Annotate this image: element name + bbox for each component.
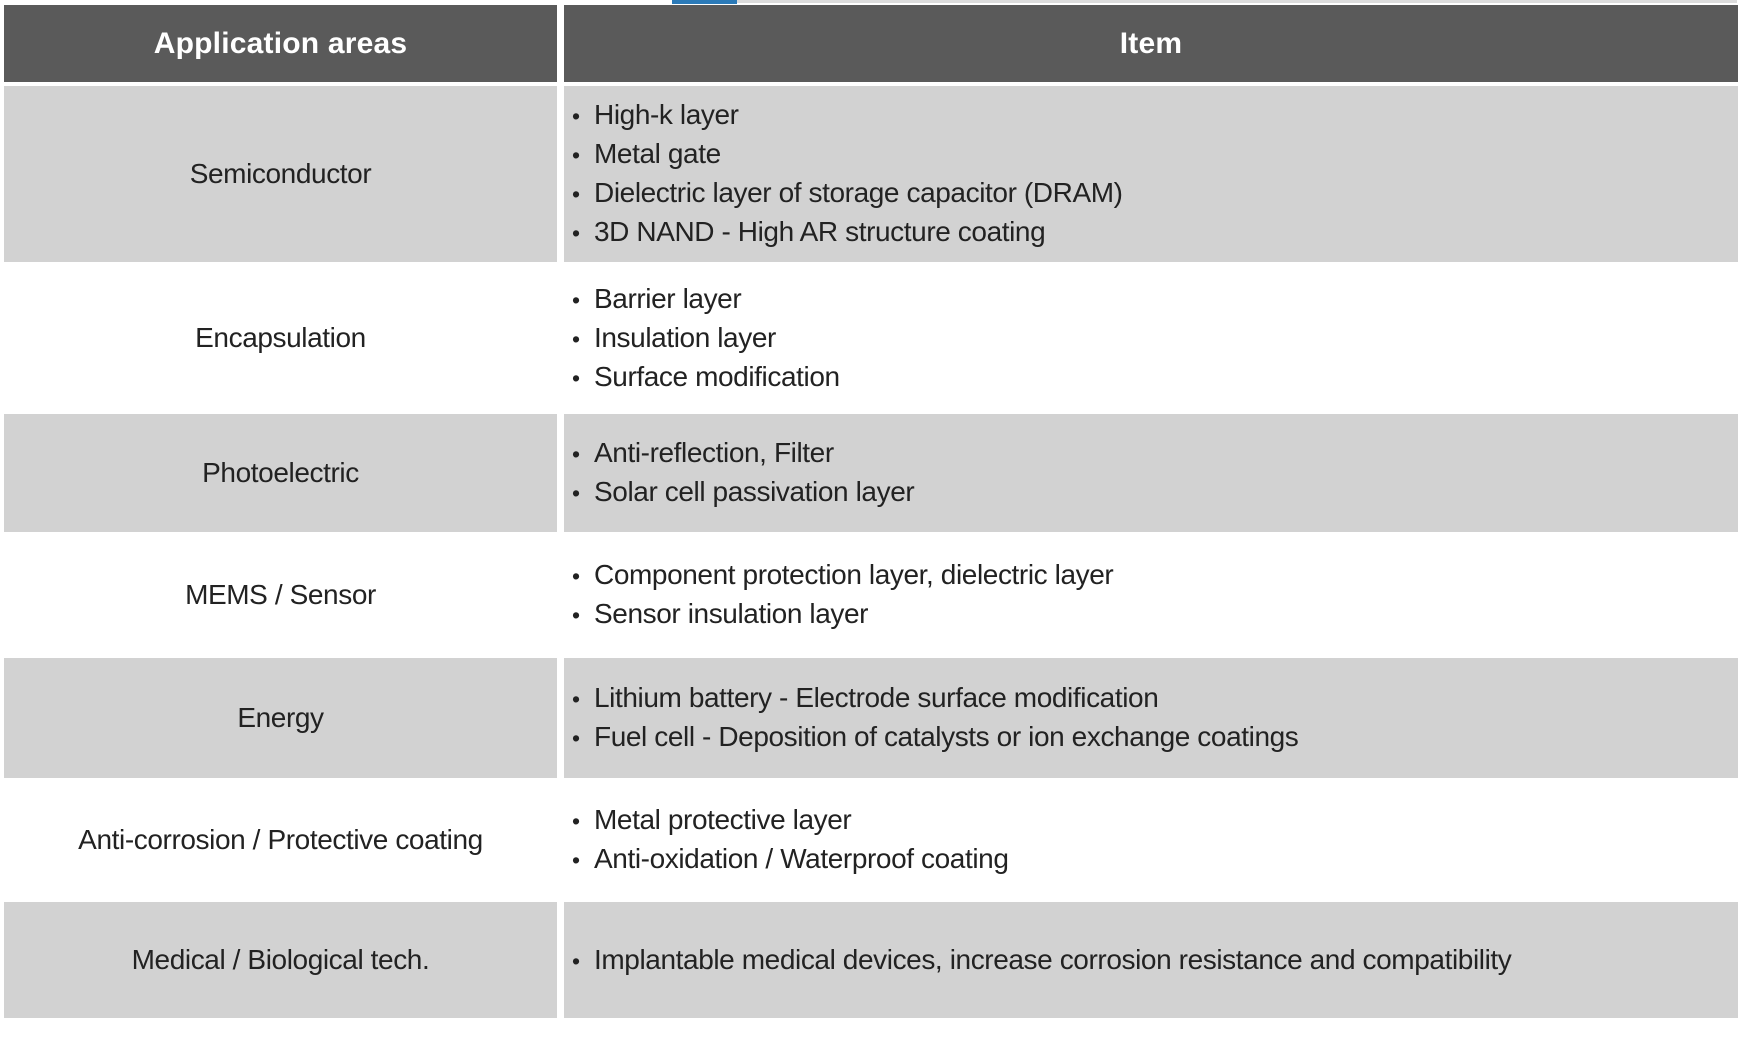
table-row: Anti-corrosion / Protective coating • Meta…: [4, 778, 1738, 898]
accent-bar: [672, 0, 737, 4]
bullet-icon: •: [572, 441, 580, 467]
item-list: • Metal protective layer • Anti-oxidation /…: [568, 801, 1009, 879]
table-body: Semiconductor • High-k layer • Metal gate • Di…: [4, 82, 1738, 1018]
top-edge-strip: [0, 0, 1741, 5]
item-bullet-line: • Component protection layer, dielectric …: [568, 556, 1114, 595]
item-cell: • High-k layer • Metal gate • Dielectric laye…: [564, 86, 1738, 262]
item-bullet-line: • Anti-reflection, Filter: [568, 434, 914, 473]
table-row: MEMS / Sensor • Component protection layer…: [4, 532, 1738, 654]
application-area-cell: MEMS / Sensor: [4, 536, 564, 654]
item-cell: • Barrier layer • Insulation layer • Surface …: [564, 266, 1738, 410]
item-list: • Implantable medical devices, increase c…: [568, 941, 1512, 980]
item-text: Sensor insulation layer: [594, 598, 869, 629]
item-text: Barrier layer: [594, 282, 742, 314]
item-text: Implantable medical devices, increase co…: [594, 943, 1512, 975]
bullet-icon: •: [572, 602, 580, 628]
item-text: Fuel cell - Deposition of catalysts or i…: [594, 721, 1299, 752]
bullet-icon: •: [572, 563, 580, 589]
table-row: Photoelectric • Anti-reflection, Filter • So…: [4, 410, 1738, 532]
application-area-cell: Anti-corrosion / Protective coating: [4, 782, 564, 898]
item-cell: • Implantable medical devices, increase c…: [564, 902, 1738, 1018]
item-bullet-line: • Anti-oxidation / Waterproof coating: [568, 840, 1009, 879]
item-bullet-line: • High-k layer: [568, 96, 1123, 135]
item-text: Surface modification: [594, 360, 840, 392]
item-list: • Barrier layer • Insulation layer • Surface …: [568, 280, 840, 397]
bullet-icon: •: [572, 686, 580, 712]
item-text: Lithium battery - Electrode surface modi…: [594, 682, 1159, 713]
bullet-icon: •: [572, 480, 580, 506]
item-text: Insulation layer: [594, 321, 776, 353]
table-row: Medical / Biological tech. • Implantable m…: [4, 898, 1738, 1018]
bullet-icon: •: [572, 847, 580, 873]
item-text: Component protection layer, dielectric l…: [594, 559, 1114, 590]
item-text: Solar cell passivation layer: [594, 476, 915, 507]
table-header-row: Application areas Item: [4, 5, 1738, 82]
item-list: • Lithium battery - Electrode surface mod…: [568, 679, 1299, 757]
item-bullet-line: • Metal gate: [568, 135, 1123, 174]
item-bullet-line: • Fuel cell - Deposition of catalysts or …: [568, 718, 1299, 757]
item-bullet-line: • Implantable medical devices, increase c…: [568, 941, 1512, 980]
application-area-cell: Photoelectric: [4, 414, 564, 532]
item-bullet-line: • Lithium battery - Electrode surface mod…: [568, 679, 1298, 718]
bullet-icon: •: [572, 364, 580, 391]
item-bullet-line: • Solar cell passivation layer: [568, 473, 915, 512]
table-row: Energy • Lithium battery - Electrode surfa…: [4, 654, 1738, 778]
application-area-cell: Encapsulation: [4, 266, 564, 410]
item-text: Metal protective layer: [594, 804, 852, 835]
item-list: • Component protection layer, dielectric …: [568, 556, 1114, 634]
bullet-icon: •: [572, 286, 580, 313]
table-row: Encapsulation • Barrier layer • Insulation l…: [4, 262, 1738, 410]
bullet-icon: •: [572, 947, 580, 974]
application-area-cell: Medical / Biological tech.: [4, 902, 564, 1018]
item-text: Anti-reflection, Filter: [594, 437, 834, 468]
application-area-cell: Energy: [4, 658, 564, 778]
item-bullet-line: • Dielectric layer of storage capacitor (…: [568, 174, 1123, 213]
item-bullet-line: • Insulation layer: [568, 319, 840, 358]
header-item: Item: [564, 5, 1738, 82]
item-text: Dielectric layer of storage capacitor (D…: [594, 177, 1123, 208]
bullet-icon: •: [572, 808, 580, 834]
application-area-cell: Semiconductor: [4, 86, 564, 262]
item-cell: • Component protection layer, dielectric …: [564, 536, 1738, 654]
bullet-icon: •: [572, 181, 580, 207]
item-text: Anti-oxidation / Waterproof coating: [594, 843, 1009, 874]
header-application-areas: Application areas: [4, 5, 564, 82]
item-bullet-line: • Surface modification: [568, 358, 840, 397]
item-text: 3D NAND - High AR structure coating: [594, 216, 1046, 247]
item-list: • Anti-reflection, Filter • Solar cell pass…: [568, 434, 915, 512]
item-bullet-line: • 3D NAND - High AR structure coating: [568, 213, 1123, 252]
item-bullet-line: • Metal protective layer: [568, 801, 1009, 840]
item-cell: • Lithium battery - Electrode surface mod…: [564, 658, 1738, 778]
bullet-icon: •: [572, 325, 580, 352]
bullet-icon: •: [572, 725, 580, 751]
item-text: High-k layer: [594, 99, 739, 130]
bullet-icon: •: [572, 220, 580, 246]
application-areas-table: Application areas Item Semiconductor • Hig…: [4, 5, 1738, 1018]
item-list: • High-k layer • Metal gate • Dielectric laye…: [568, 96, 1123, 252]
item-text: Metal gate: [594, 138, 721, 169]
item-cell: • Metal protective layer • Anti-oxidation /…: [564, 782, 1738, 898]
item-bullet-line: • Barrier layer: [568, 280, 840, 319]
horizontal-rule: [737, 0, 1737, 3]
table-row: Semiconductor • High-k layer • Metal gate • Di…: [4, 82, 1738, 262]
item-cell: • Anti-reflection, Filter • Solar cell pass…: [564, 414, 1738, 532]
bullet-icon: •: [572, 103, 580, 129]
item-bullet-line: • Sensor insulation layer: [568, 595, 1113, 634]
bullet-icon: •: [572, 142, 580, 168]
